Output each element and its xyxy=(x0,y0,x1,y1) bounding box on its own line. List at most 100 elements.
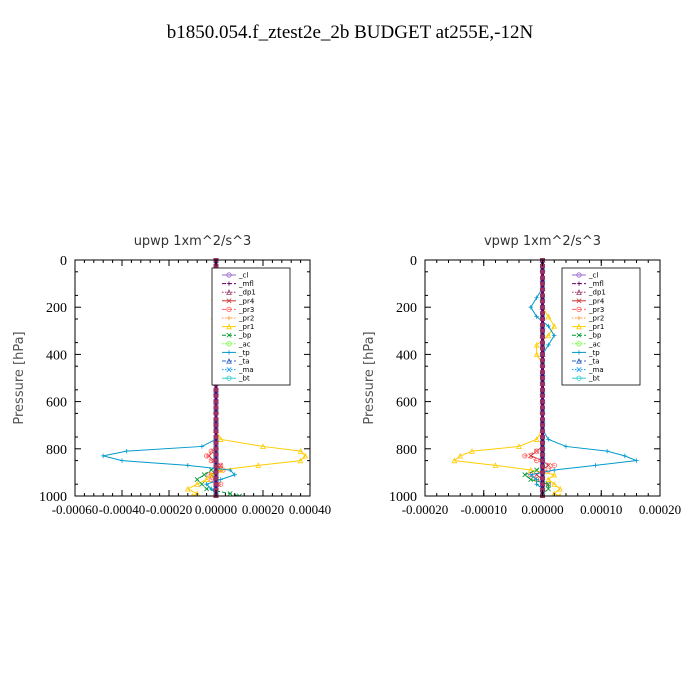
series-point-tp xyxy=(528,305,533,310)
legend-marker xyxy=(576,367,582,373)
series-point-pr1 xyxy=(203,476,210,483)
x-tick-label: -0.00020 xyxy=(402,502,449,517)
series-point-tp xyxy=(546,323,551,329)
series-point-pr1 xyxy=(297,457,304,464)
zero-line-marker xyxy=(540,399,545,404)
x-tick-label: 0.00020 xyxy=(639,502,681,517)
page-title: b1850.054.f_ztest2e_2b BUDGET at255E,-12… xyxy=(166,22,534,43)
series-point-tp xyxy=(124,448,129,454)
zero-line-marker xyxy=(213,464,219,469)
series-point-bp xyxy=(534,467,540,473)
series-point-bp xyxy=(545,481,551,487)
zero-line-marker xyxy=(213,440,219,445)
series-point-bp xyxy=(227,491,233,496)
legend-label: _dp1 xyxy=(238,289,256,297)
zero-line-marker xyxy=(540,269,545,274)
zero-line-marker xyxy=(213,411,219,416)
chart-panel-1: upwp 1xm^2/s^3 Pressure [hPa] 0 200 400 600 80… xyxy=(12,234,331,517)
series-point-tp xyxy=(209,486,214,492)
zero-line-marker xyxy=(540,452,545,457)
y-tick-label: 600 xyxy=(396,396,417,411)
y-tick-label: 200 xyxy=(46,301,67,316)
series-point-pr1 xyxy=(533,351,540,357)
legend-marker xyxy=(226,350,232,355)
subplot-title: upwp 1xm^2/s^3 xyxy=(134,234,252,249)
series-point-tp xyxy=(119,458,125,463)
zero-line-marker xyxy=(540,281,545,286)
series-point-pr1 xyxy=(533,436,540,442)
legend-marker xyxy=(576,323,582,330)
legend-label: _bt xyxy=(238,375,250,383)
subplot-title: vpwp 1xm^2/s^3 xyxy=(484,234,601,249)
legend-marker xyxy=(576,272,582,278)
zero-line-marker xyxy=(540,346,545,351)
legend-label: _pr4 xyxy=(588,297,605,305)
zero-line-marker xyxy=(540,322,545,327)
zero-line-marker xyxy=(540,370,545,375)
legend-marker xyxy=(226,306,232,312)
series-point-pr1 xyxy=(492,462,499,468)
legend-label: _pr2 xyxy=(238,315,254,323)
y-axis-label: Pressure [hPa] xyxy=(362,331,377,424)
zero-line-marker xyxy=(540,446,545,451)
legend-label: _dp1 xyxy=(588,289,606,297)
zero-line-marker xyxy=(213,435,219,439)
series-point-pr1 xyxy=(551,322,558,329)
zero-line-marker xyxy=(540,364,545,369)
plot-frame xyxy=(74,259,311,497)
series-point-pr3 xyxy=(522,453,528,459)
legend-label: _cl xyxy=(588,272,598,280)
x-tick-label: -0.00020 xyxy=(146,502,193,517)
y-tick-label: 600 xyxy=(46,396,67,411)
chart-panel-2: vpwp 1xm^2/s^3 Pressure [hPa] 0 200 400 600 80… xyxy=(362,234,681,517)
legend-label: _pr1 xyxy=(588,323,604,331)
zero-line-marker xyxy=(540,440,545,445)
y-tick-label: 400 xyxy=(396,348,417,363)
legend-label: _pr2 xyxy=(588,315,604,323)
series-point-pr1 xyxy=(557,485,563,492)
legend-marker xyxy=(576,357,582,364)
legend-label: _ma xyxy=(588,366,604,374)
legend: _cl_mfl_dp1_pr4_pr3_pr2_pr1_bp_ac_tp_ta_… xyxy=(211,267,291,386)
zero-line-marker xyxy=(540,435,545,439)
x-tick-label: -0.00060 xyxy=(52,502,99,517)
series-point-tp xyxy=(185,463,190,468)
series-point-pr1 xyxy=(297,448,304,454)
series-point-pr1 xyxy=(545,476,552,483)
series-point-tp xyxy=(593,463,598,468)
legend-marker xyxy=(576,298,582,304)
legend-label: _tp xyxy=(588,349,600,357)
series-point-pr1 xyxy=(516,443,522,450)
series-point-tp xyxy=(563,444,569,449)
legend-marker xyxy=(576,281,582,286)
series-point-pr1 xyxy=(255,462,262,468)
series-point-tp xyxy=(546,342,551,348)
legend-label: _pr1 xyxy=(238,323,254,331)
y-tick-label: 0 xyxy=(410,254,417,269)
zero-line-marker xyxy=(540,381,545,386)
legend-marker xyxy=(226,298,232,304)
series-point-pr3 xyxy=(204,453,210,459)
series-point-pr3 xyxy=(534,457,540,464)
x-tick-label: 0.00040 xyxy=(289,502,331,517)
legend-marker xyxy=(576,289,582,295)
zero-line-marker xyxy=(213,387,219,392)
legend-label: _pr3 xyxy=(238,306,254,314)
series-point-bp xyxy=(201,472,207,478)
zero-line-marker xyxy=(540,334,545,339)
series-point-tp xyxy=(204,482,209,487)
legend-label: _bt xyxy=(588,375,600,383)
zero-line-marker xyxy=(213,399,219,404)
y-tick-label: 200 xyxy=(396,301,417,316)
series-point-bp xyxy=(237,493,242,496)
zero-line-marker xyxy=(540,311,545,316)
series-point-pr1 xyxy=(551,481,558,487)
series-point-tp xyxy=(552,333,557,338)
zero-line-marker xyxy=(540,352,545,357)
zero-line-marker xyxy=(540,376,545,380)
series-point-pr1 xyxy=(217,436,224,442)
legend-label: _bp xyxy=(588,332,602,340)
zero-line-marker xyxy=(540,458,545,463)
zero-line-marker xyxy=(213,470,219,475)
legend-marker xyxy=(226,341,232,347)
